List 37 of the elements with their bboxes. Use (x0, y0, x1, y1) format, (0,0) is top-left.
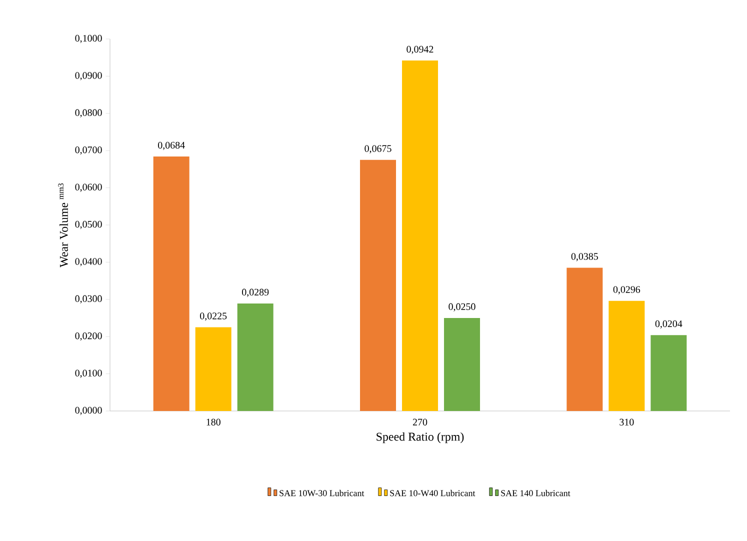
data-label: 0,0385 (571, 253, 598, 262)
y-tick-label: 0,1000 (75, 34, 102, 44)
data-label: 0,0289 (242, 288, 269, 297)
y-tick-label: 0,0300 (75, 295, 102, 304)
bar (360, 160, 396, 411)
y-axis-title: Wear Volume $^{mm3}$ (58, 183, 68, 268)
bar (444, 318, 480, 411)
bar (650, 335, 687, 411)
data-label: 0,0942 (406, 46, 434, 54)
data-label: 0,0250 (448, 303, 476, 312)
y-tick-label: 0,0100 (75, 370, 102, 378)
legend-label: SAE 10W-30 Lubricant (280, 490, 364, 496)
x-tick-label: 270 (412, 418, 428, 426)
data-label: 0,0684 (158, 142, 185, 150)
x-tick-label: 310 (620, 418, 634, 426)
legend-label: SAE 10-W40 Lubricant (390, 490, 476, 496)
y-tick-label: 0,0800 (75, 109, 102, 118)
y-tick-label: 0,0000 (75, 406, 102, 416)
bar (566, 268, 603, 411)
bar (237, 303, 274, 411)
y-tick-label: 0,0600 (75, 184, 102, 192)
bar (402, 60, 438, 411)
legend-label: SAE 140 Lubricant (501, 490, 570, 496)
x-tick-label: 180 (206, 418, 220, 426)
y-tick-label: 0,0500 (75, 220, 102, 230)
data-label: 0,0675 (364, 145, 392, 154)
data-label: 0,0204 (655, 320, 682, 329)
bar (153, 156, 190, 411)
data-label: 0,0296 (613, 286, 640, 294)
bar (608, 300, 645, 411)
y-tick-label: 0,0700 (75, 146, 102, 155)
y-tick-label: 0,0900 (75, 72, 102, 80)
x-axis-title: Speed Ratio (rpm) (376, 432, 464, 444)
bar (195, 327, 232, 411)
y-tick-label: 0,0200 (75, 332, 102, 341)
data-label: 0,0225 (200, 312, 227, 321)
y-tick-label: 0,0400 (75, 258, 102, 266)
